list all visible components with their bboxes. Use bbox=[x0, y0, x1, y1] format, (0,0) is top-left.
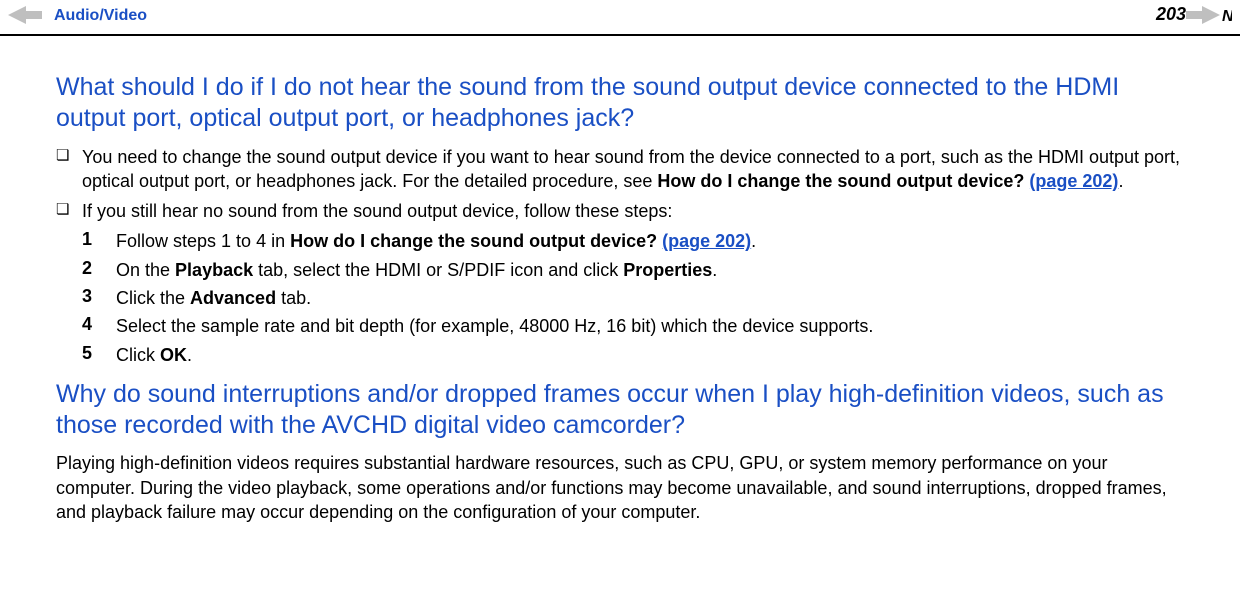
page-content: What should I do if I do not hear the so… bbox=[0, 36, 1240, 550]
prev-page-arrow-icon[interactable] bbox=[8, 6, 42, 29]
step-item: 2 On the Playback tab, select the HDMI o… bbox=[82, 258, 1184, 282]
step-item: 5 Click OK. bbox=[82, 343, 1184, 367]
step-text: On the Playback tab, select the HDMI or … bbox=[116, 258, 1184, 282]
step-number: 4 bbox=[82, 314, 116, 335]
answer-paragraph: Playing high-definition videos requires … bbox=[56, 451, 1184, 524]
breadcrumb-audiovideo[interactable]: Audio/Video bbox=[54, 7, 147, 25]
bullet-text: You need to change the sound output devi… bbox=[82, 145, 1184, 194]
page-ref-link[interactable]: (page 202) bbox=[1029, 171, 1118, 191]
faq-heading-2: Why do sound interruptions and/or droppe… bbox=[56, 379, 1184, 442]
step-item: 4 Select the sample rate and bit depth (… bbox=[82, 314, 1184, 338]
step-text: Click the Advanced tab. bbox=[116, 286, 1184, 310]
step-number: 2 bbox=[82, 258, 116, 279]
faq-heading-1: What should I do if I do not hear the so… bbox=[56, 72, 1184, 135]
step-item: 3 Click the Advanced tab. bbox=[82, 286, 1184, 310]
step-text: Follow steps 1 to 4 in How do I change t… bbox=[116, 229, 1184, 253]
page-header: Troubleshooting > Audio/Video 203 N bbox=[0, 0, 1240, 36]
bullet-item: ❏ If you still hear no sound from the so… bbox=[56, 199, 1184, 223]
next-page-arrow-icon[interactable]: N bbox=[1186, 6, 1232, 29]
bullet-icon: ❏ bbox=[56, 145, 82, 167]
bullet-icon: ❏ bbox=[56, 199, 82, 221]
svg-text:N: N bbox=[1222, 8, 1232, 24]
bullet-item: ❏ You need to change the sound output de… bbox=[56, 145, 1184, 194]
step-number: 3 bbox=[82, 286, 116, 307]
step-number: 5 bbox=[82, 343, 116, 364]
step-item: 1 Follow steps 1 to 4 in How do I change… bbox=[82, 229, 1184, 253]
step-number: 1 bbox=[82, 229, 116, 250]
step-text: Click OK. bbox=[116, 343, 1184, 367]
page-number: 203 bbox=[1156, 4, 1186, 25]
step-text: Select the sample rate and bit depth (fo… bbox=[116, 314, 1184, 338]
bullet-text: If you still hear no sound from the soun… bbox=[82, 199, 1184, 223]
page-ref-link[interactable]: (page 202) bbox=[662, 231, 751, 251]
